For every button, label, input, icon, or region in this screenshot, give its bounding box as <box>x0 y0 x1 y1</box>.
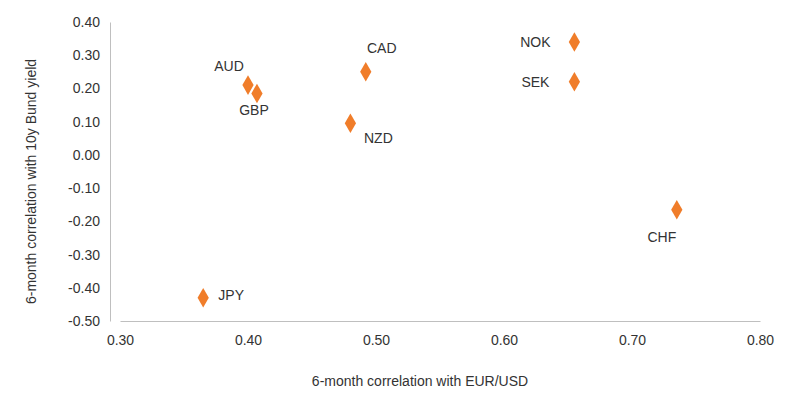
y-tick-label: 0.00 <box>73 147 100 163</box>
point <box>671 200 682 220</box>
point <box>569 72 580 92</box>
y-tick: 0.40 <box>73 14 110 30</box>
y-tick: -0.30 <box>68 247 110 263</box>
point-label: CHF <box>647 229 676 245</box>
points <box>198 32 683 307</box>
point <box>569 32 580 52</box>
y-tick-label: -0.40 <box>68 280 100 296</box>
y-tick-label: 0.20 <box>73 80 100 96</box>
point-label: NZD <box>364 130 393 146</box>
x-tick-label: 0.40 <box>235 332 262 348</box>
y-tick-label: 0.40 <box>73 14 100 30</box>
point-label: AUD <box>214 58 244 74</box>
y-tick: -0.50 <box>68 313 110 329</box>
y-axis-title: 6-month correlation with 10y Bund yield <box>23 59 39 304</box>
x-tick: 0.30 <box>107 321 134 348</box>
x-tick-label: 0.30 <box>107 332 134 348</box>
x-tick: 0.60 <box>491 321 518 348</box>
y-tick: -0.10 <box>68 180 110 196</box>
point <box>242 75 253 95</box>
x-tick: 0.80 <box>747 321 774 348</box>
y-tick-label: -0.20 <box>68 213 100 229</box>
point-labels: AUD GBP CAD NZD NOK SEK CHF JPY <box>214 34 676 303</box>
point-label: GBP <box>239 102 269 118</box>
x-tick-label: 0.60 <box>491 332 518 348</box>
point-label: NOK <box>520 34 551 50</box>
point-label: JPY <box>218 287 244 303</box>
y-axis: -0.50 -0.40 -0.30 -0.20 -0.10 0.00 0.10 0.20 0.3… <box>68 14 110 329</box>
y-tick-label: -0.50 <box>68 313 100 329</box>
chart: 0.300.400.500.600.700.80-0.50-0.40-0.30-… <box>0 0 800 414</box>
x-tick: 0.50 <box>363 321 390 348</box>
x-tick-label: 0.70 <box>619 332 646 348</box>
point <box>345 114 356 134</box>
point-label: SEK <box>521 74 550 90</box>
x-axis: 0.30 0.40 0.50 0.60 0.70 0.80 <box>107 321 774 348</box>
point-label: CAD <box>367 40 397 56</box>
x-tick: 0.70 <box>619 321 646 348</box>
point <box>251 84 262 104</box>
y-tick: -0.20 <box>68 213 110 229</box>
y-tick-label: -0.30 <box>68 247 100 263</box>
x-tick-label: 0.50 <box>363 332 390 348</box>
y-axis-line <box>110 23 111 322</box>
y-tick: 0.00 <box>73 147 110 163</box>
x-axis-line <box>121 321 761 322</box>
x-axis-title: 6-month correlation with EUR/USD <box>312 373 528 389</box>
x-tick: 0.40 <box>235 321 262 348</box>
x-tick-label: 0.80 <box>747 332 774 348</box>
point <box>360 62 371 82</box>
y-tick-label: 0.10 <box>73 114 100 130</box>
point <box>198 288 209 308</box>
y-tick: 0.20 <box>73 80 110 96</box>
y-tick: 0.10 <box>73 114 110 130</box>
y-tick: -0.40 <box>68 280 110 296</box>
y-tick-label: -0.10 <box>68 180 100 196</box>
y-tick: 0.30 <box>73 47 110 63</box>
y-tick-label: 0.30 <box>73 47 100 63</box>
